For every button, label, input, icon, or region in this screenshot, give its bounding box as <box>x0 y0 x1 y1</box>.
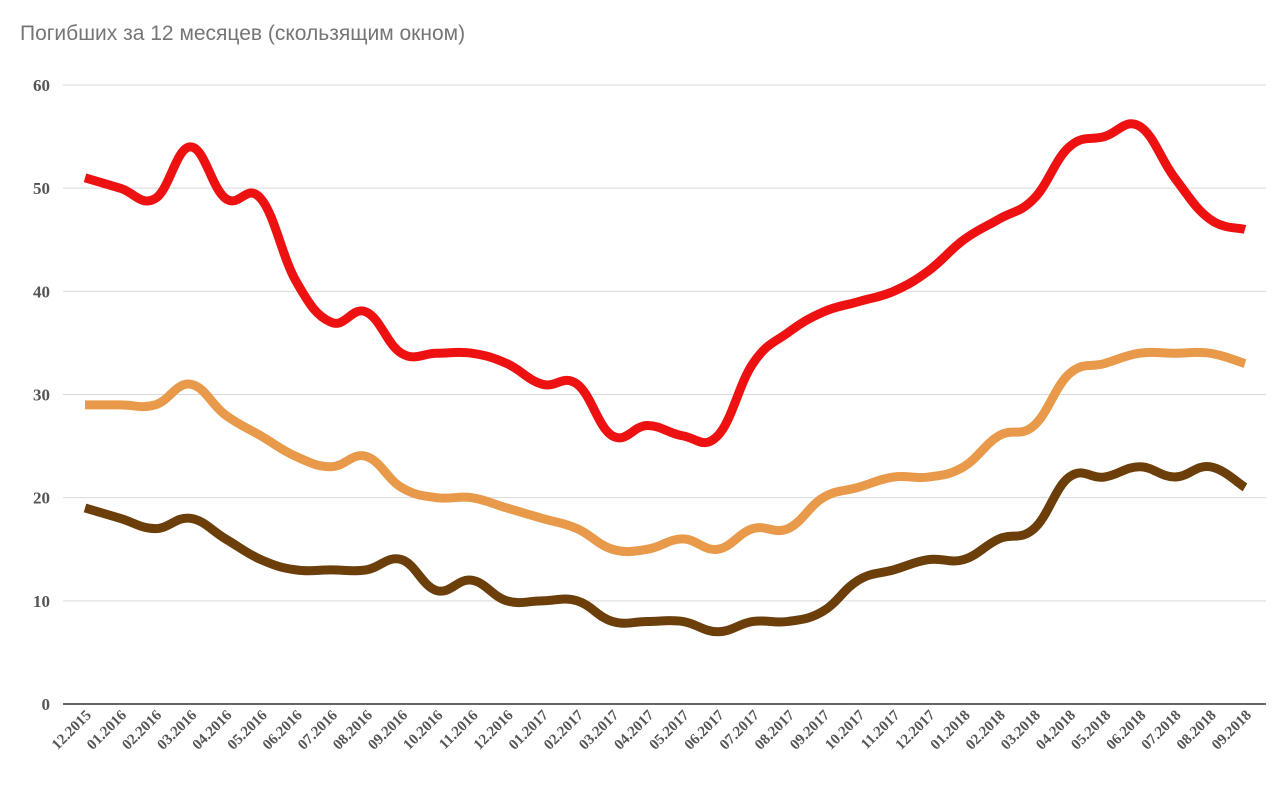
y-tick-label: 10 <box>33 592 50 611</box>
chart-title: Погибших за 12 месяцев (скользящим окном… <box>20 22 466 45</box>
x-axis-ticks: 12.201501.201602.201603.201604.201605.20… <box>49 707 1255 753</box>
series-line-1 <box>83 119 1247 448</box>
x-tick-label: 10.2017 <box>822 707 868 753</box>
y-tick-label: 60 <box>33 76 50 95</box>
y-tick-label: 20 <box>33 489 50 508</box>
y-tick-label: 0 <box>42 695 51 714</box>
y-tick-label: 30 <box>33 386 50 405</box>
y-tick-label: 50 <box>33 179 50 198</box>
gridlines <box>63 84 1266 705</box>
x-tick-label: 09.2018 <box>1209 708 1255 754</box>
series-line-2 <box>85 347 1247 557</box>
x-tick-label: 10.2016 <box>401 707 447 753</box>
series-line-3 <box>83 462 1248 637</box>
y-axis-ticks: 0 10 20 30 40 50 60 <box>33 76 50 714</box>
series-lines <box>83 119 1248 637</box>
y-tick-label: 40 <box>33 282 50 301</box>
